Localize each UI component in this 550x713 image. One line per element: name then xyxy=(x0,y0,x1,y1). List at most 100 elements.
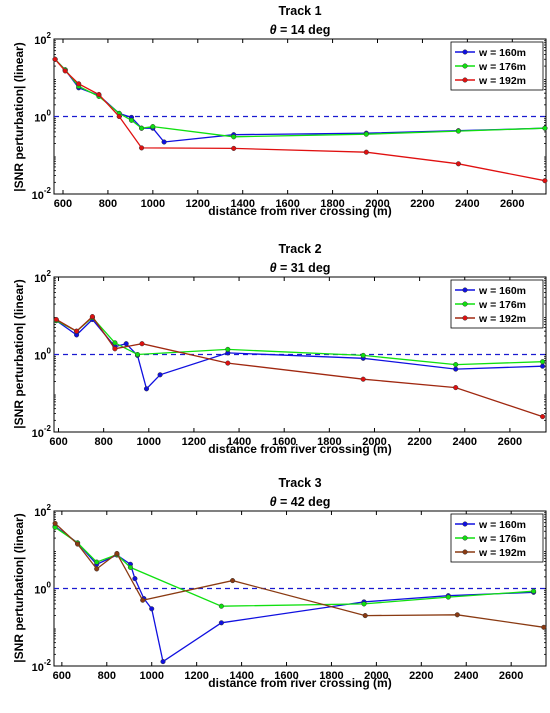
chart-subtitle: θ = 31 deg xyxy=(270,261,331,275)
data-point xyxy=(363,149,369,155)
chart-subtitle: θ = 14 deg xyxy=(270,23,331,37)
data-point xyxy=(225,360,231,366)
x-tick-label: 800 xyxy=(94,436,112,448)
legend-label: w = 192m xyxy=(478,313,526,325)
data-point xyxy=(149,606,155,612)
x-axis-label: distance from river crossing (m) xyxy=(208,442,391,456)
y-tick-label: 100 xyxy=(34,581,51,597)
y-tick-base: 10 xyxy=(34,351,46,363)
y-tick-exponent: -2 xyxy=(44,186,52,195)
legend-label: w = 192m xyxy=(478,547,526,559)
x-tick-label: 600 xyxy=(49,436,67,448)
data-point xyxy=(74,328,80,334)
y-tick-label: 10-2 xyxy=(32,424,52,440)
legend-marker xyxy=(462,549,468,555)
y-tick-base: 10 xyxy=(34,585,46,597)
x-tick-label: 1800 xyxy=(319,670,343,682)
legend-label: w = 176m xyxy=(478,533,526,545)
y-tick-base: 10 xyxy=(34,507,46,519)
data-point xyxy=(455,128,461,134)
legend-label: w = 192m xyxy=(478,75,526,87)
x-tick-label: 2600 xyxy=(500,198,524,210)
chart-title: Track 2 xyxy=(278,242,321,256)
y-tick-label: 10-2 xyxy=(32,658,52,674)
data-point xyxy=(139,125,145,131)
y-tick-base: 10 xyxy=(34,35,46,47)
data-point xyxy=(114,550,120,557)
y-tick-exponent: 2 xyxy=(47,269,52,278)
x-tick-label: 2400 xyxy=(455,198,479,210)
legend-marker xyxy=(462,49,468,55)
legend-label: w = 160m xyxy=(478,285,526,297)
x-tick-label: 1400 xyxy=(227,436,251,448)
y-axis-label: |SNR perturbation| (linear) xyxy=(12,279,26,428)
subtitle-text: = 31 deg xyxy=(277,261,331,275)
data-point xyxy=(453,362,459,368)
data-point xyxy=(540,414,546,420)
x-tick-label: 800 xyxy=(99,198,117,210)
legend-marker xyxy=(462,521,468,527)
data-point xyxy=(361,601,367,607)
legend-marker xyxy=(462,77,468,83)
theta-symbol: θ xyxy=(270,495,277,509)
x-axis-label: distance from river crossing (m) xyxy=(208,676,391,690)
legend-label: w = 176m xyxy=(478,299,526,311)
x-tick-label: 2000 xyxy=(365,198,389,210)
data-point xyxy=(218,620,224,626)
x-tick-label: 1600 xyxy=(272,436,296,448)
data-point xyxy=(112,346,118,352)
data-point xyxy=(112,340,118,346)
data-point xyxy=(230,578,236,584)
chart-subtitle: θ = 42 deg xyxy=(270,495,331,509)
data-point xyxy=(94,559,100,565)
x-tick-label: 2200 xyxy=(410,198,434,210)
x-tick-label: 1800 xyxy=(317,436,341,448)
y-tick-base: 10 xyxy=(34,273,46,285)
y-tick-label: 10-2 xyxy=(32,186,52,202)
x-tick-label: 600 xyxy=(54,198,72,210)
legend-label: w = 160m xyxy=(478,47,526,59)
data-point xyxy=(150,124,156,130)
data-point xyxy=(128,117,135,123)
data-point xyxy=(231,134,237,140)
y-tick-base: 10 xyxy=(34,113,46,125)
data-point xyxy=(455,161,461,167)
legend-label: w = 176m xyxy=(478,61,526,73)
data-point xyxy=(75,541,81,547)
data-point xyxy=(360,376,366,382)
theta-symbol: θ xyxy=(270,261,277,275)
x-tick-label: 2600 xyxy=(499,670,523,682)
data-point xyxy=(157,372,163,378)
y-tick-label: 102 xyxy=(34,31,51,47)
x-tick-label: 600 xyxy=(53,670,71,682)
x-tick-label: 1800 xyxy=(320,198,344,210)
data-point xyxy=(362,613,368,619)
data-point xyxy=(542,178,548,184)
data-point xyxy=(454,612,460,618)
legend-marker xyxy=(462,535,468,541)
data-point xyxy=(445,594,451,600)
x-tick-label: 1600 xyxy=(275,198,299,210)
data-point xyxy=(160,659,166,665)
x-tick-label: 2400 xyxy=(453,436,477,448)
data-point xyxy=(231,145,237,151)
data-point xyxy=(161,139,167,145)
data-point xyxy=(62,68,68,74)
y-tick-label: 100 xyxy=(34,347,51,363)
y-tick-base: 10 xyxy=(32,428,44,440)
data-point xyxy=(540,363,546,369)
y-tick-label: 100 xyxy=(34,109,51,125)
data-point xyxy=(140,597,146,603)
data-point xyxy=(134,351,141,358)
y-tick-base: 10 xyxy=(32,190,44,202)
data-point xyxy=(143,386,150,392)
series-line-3 xyxy=(54,58,546,182)
data-point xyxy=(139,145,145,151)
x-tick-label: 2600 xyxy=(498,436,522,448)
data-point xyxy=(542,125,548,131)
subtitle-text: = 14 deg xyxy=(277,23,331,37)
y-tick-exponent: -2 xyxy=(44,658,52,667)
